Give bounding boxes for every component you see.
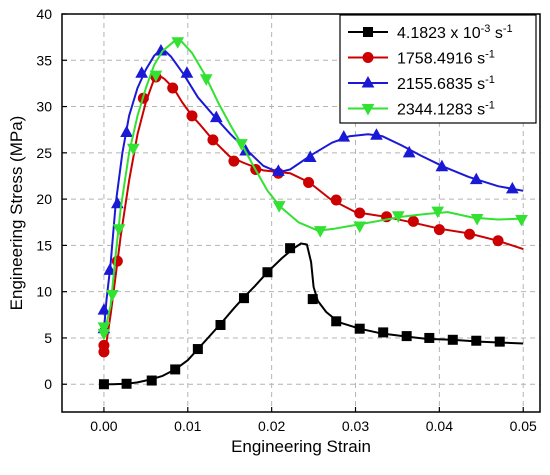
data-point [192,344,203,355]
data-point [209,110,223,123]
data-point [285,243,296,254]
data-point [464,228,476,240]
series-1 [98,242,524,390]
x-tick-label: 0.04 [426,418,453,434]
data-point [180,66,194,78]
data-point [431,206,445,219]
data-point [186,110,198,122]
y-tick-label: 5 [44,330,52,346]
series-4 [97,37,528,341]
data-point [235,139,248,151]
data-point [401,331,412,342]
y-tick-label: 15 [36,237,52,253]
data-point [505,181,519,194]
data-point [354,323,365,334]
legend-marker [362,52,374,63]
series-line [102,48,524,331]
plot-frame [61,13,541,413]
data-point [199,74,213,86]
data-point [272,201,286,213]
data-point [435,159,449,172]
data-point [307,294,318,305]
legend: 4.1823 x 10-3 s-1 1758.4916 s-1 2155.6835 … [339,14,537,124]
data-point [391,211,405,223]
data-point [313,226,327,238]
data-point [515,214,528,227]
x-tick-label: 0.00 [90,418,117,434]
legend-marker [361,104,375,116]
legend-label: 2155.6835 s-1 [397,74,495,93]
data-point [146,375,157,386]
legend-marker [363,27,373,37]
x-tick-label: 0.02 [258,418,285,434]
data-point [494,336,505,347]
legend-label: 2344.1283 s-1 [397,100,495,119]
data-point [135,66,149,78]
data-point [103,263,117,275]
data-point [353,221,367,233]
y-tick-label: 25 [36,145,52,161]
data-point [121,378,132,389]
data-point [303,176,315,188]
data-point [97,303,111,315]
data-point [207,134,219,146]
data-point [170,364,181,375]
data-point [126,143,140,156]
y-tick-label: 10 [36,284,52,300]
axis-ticks: 0.00 0.01 0.02 0.03 0.04 0.05 0 5 10 15 20 25 30 35 40 [36,6,537,434]
x-tick-label: 0.05 [510,418,537,434]
plot-area [97,37,528,390]
data-point [447,334,458,345]
data-point [330,194,342,206]
series-line [103,242,524,386]
data-point [469,172,483,185]
series-3 [97,43,524,334]
data-point [105,289,119,302]
data-point [471,335,482,346]
data-point [215,319,226,330]
data-point [470,214,484,226]
legend-label: 1758.4916 s-1 [397,49,495,68]
data-point [238,293,249,304]
x-axis-title: Engineering Strain [231,437,371,456]
data-point [424,332,435,343]
data-point [171,37,185,49]
data-point [407,215,419,227]
data-point [337,130,351,142]
data-point [120,125,133,137]
legend-marker [361,75,375,88]
data-point [433,224,445,236]
y-tick-label: 0 [44,376,52,392]
y-tick-label: 20 [36,191,52,207]
data-point [378,327,389,338]
data-point [112,224,126,236]
data-point [111,196,124,209]
y-axis-title: Engineering Stress (MPa) [7,116,26,311]
data-point [149,70,163,83]
data-point [97,322,111,334]
y-tick-label: 40 [36,6,52,22]
x-tick-label: 0.03 [342,418,369,434]
data-point [370,128,383,140]
x-tick-label: 0.01 [174,418,201,434]
data-point [228,155,240,167]
legend-label: 4.1823 x 10-3 s-1 [397,23,513,42]
data-point [98,339,110,351]
data-point [331,316,342,327]
data-point [262,267,273,278]
data-point [167,82,179,94]
y-tick-label: 30 [36,99,52,115]
data-point [272,164,285,176]
data-point [98,379,109,390]
data-point [303,150,317,162]
data-point [492,235,504,247]
data-point [402,145,416,158]
data-point [354,207,366,219]
y-tick-label: 35 [36,52,52,68]
